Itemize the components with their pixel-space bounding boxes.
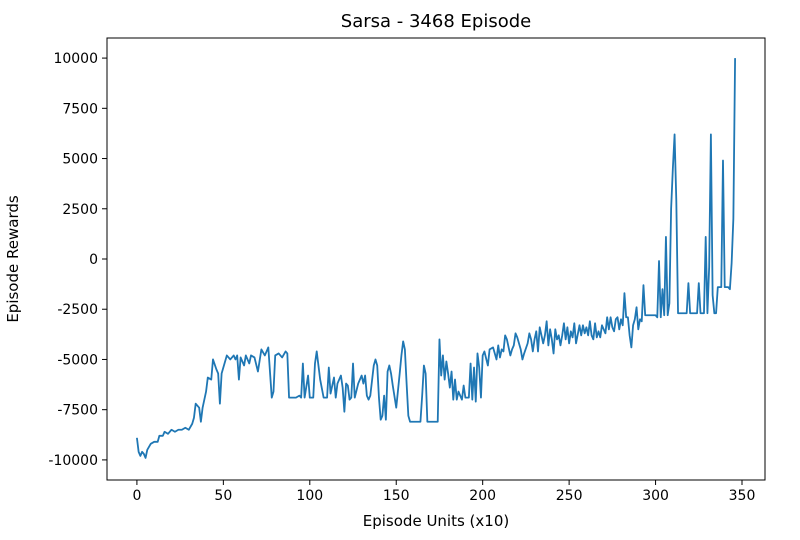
x-tick-label: 100 <box>296 488 323 504</box>
y-tick-label: 5000 <box>62 152 98 168</box>
chart-title: Sarsa - 3468 Episode <box>341 11 531 32</box>
x-tick-label: 350 <box>729 488 756 504</box>
x-tick-label: 250 <box>556 488 583 504</box>
x-tick-label: 150 <box>383 488 410 504</box>
data-line <box>136 58 736 459</box>
x-tick-label: 300 <box>642 488 669 504</box>
y-tick-label: 10000 <box>53 51 98 67</box>
y-tick-label: -5000 <box>57 352 98 368</box>
y-tick-label: 2500 <box>62 202 98 218</box>
y-tick-label: 7500 <box>62 101 98 117</box>
x-axis-label: Episode Units (x10) <box>363 512 509 530</box>
x-tick-label: 0 <box>132 488 141 504</box>
y-axis-label: Episode Rewards <box>4 195 22 323</box>
x-tick-label: 50 <box>214 488 232 504</box>
y-tick-label: -2500 <box>57 302 98 318</box>
y-tick-label: 0 <box>89 252 98 268</box>
x-tick-label: 200 <box>469 488 496 504</box>
y-tick-label: -10000 <box>48 453 98 469</box>
y-tick-label: -7500 <box>57 403 98 419</box>
